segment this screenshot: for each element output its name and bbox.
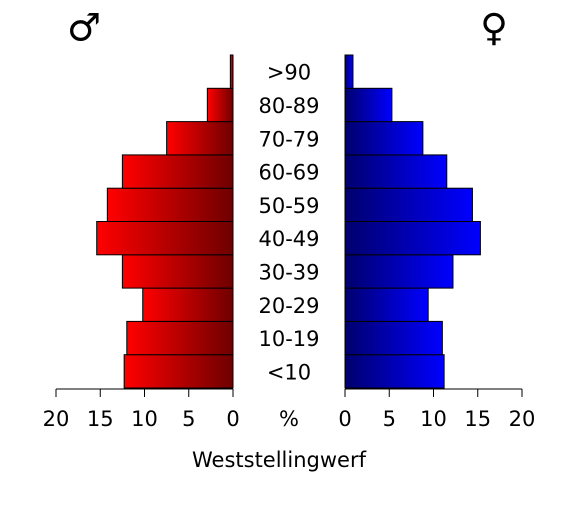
x-tick-label: 10 <box>131 407 158 431</box>
x-tick-label: 15 <box>464 407 491 431</box>
category-label: 20-29 <box>258 294 319 318</box>
bar-female <box>344 87 393 123</box>
category-label: 60-69 <box>258 161 319 185</box>
category-label: 40-49 <box>258 227 319 251</box>
x-tick-label: 10 <box>420 407 447 431</box>
legend-male: ♂ <box>67 6 101 50</box>
bar-male <box>229 54 234 89</box>
category-label: 10-19 <box>258 327 319 351</box>
x-tick-label: 0 <box>338 407 351 431</box>
bar-female <box>344 154 448 189</box>
x-tick-label: 20 <box>509 407 536 431</box>
category-label: <10 <box>267 360 311 384</box>
bar-male <box>142 287 234 322</box>
bar-male <box>96 221 234 256</box>
legend-female: ♀ <box>480 6 508 50</box>
bar-female <box>344 254 454 289</box>
bar-female <box>344 54 354 89</box>
bar-female <box>344 121 424 156</box>
bar-male <box>166 121 234 156</box>
bar-male <box>123 354 234 389</box>
bar-female <box>344 354 445 389</box>
bar-female <box>344 221 481 256</box>
bar-female <box>344 287 429 322</box>
x-tick-label: 0 <box>226 407 239 431</box>
category-label: >90 <box>267 61 311 85</box>
bar-male <box>126 320 234 356</box>
bar-male <box>121 254 234 289</box>
bar-male <box>106 187 234 222</box>
bar-female <box>344 320 443 356</box>
category-label: 50-59 <box>258 194 319 218</box>
category-label: 70-79 <box>258 127 319 151</box>
chart-title: Weststellingwerf <box>192 448 367 472</box>
category-label: 30-39 <box>258 260 319 284</box>
bar-female <box>344 187 473 222</box>
bar-male <box>206 87 234 123</box>
x-axis-label: % <box>279 407 299 431</box>
x-tick-label: 20 <box>43 407 70 431</box>
x-tick-label: 15 <box>87 407 114 431</box>
category-label: 80-89 <box>258 94 319 118</box>
x-tick-label: 5 <box>182 407 195 431</box>
x-tick-label: 5 <box>383 407 396 431</box>
bar-male <box>121 154 234 189</box>
